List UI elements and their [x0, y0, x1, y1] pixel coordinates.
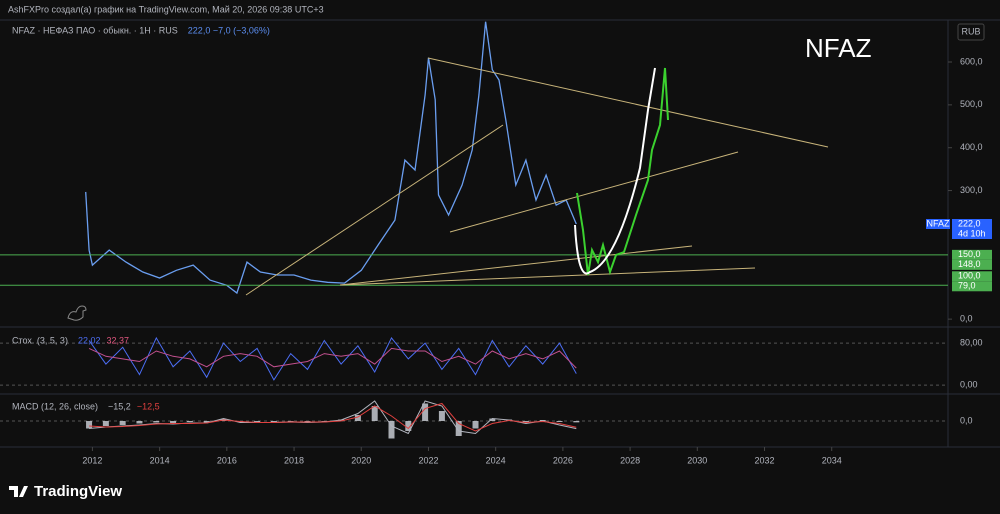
histogram-bar [153, 421, 160, 423]
histogram-bar [354, 415, 361, 421]
histogram-bar [203, 421, 210, 423]
histogram-bar [186, 421, 193, 422]
price-label-text: 79,0 [958, 281, 976, 291]
price-label-sub: 4d 10h [958, 228, 986, 238]
x-tick-label: 2034 [822, 455, 842, 465]
symbol-tag [926, 219, 950, 229]
histogram-bar [287, 421, 294, 422]
x-tick-label: 2020 [351, 455, 371, 465]
y-tick-label: 500,0 [960, 99, 983, 109]
y-tick-label: 400,0 [960, 142, 983, 152]
histogram-bar [556, 421, 563, 422]
legend: MACD (12, 26, close) [12, 401, 98, 411]
price-label [952, 271, 992, 282]
price-label-text: 222,0 [958, 218, 981, 228]
x-tick-label: 2022 [418, 455, 438, 465]
y-tick-label: 0,00 [960, 380, 978, 390]
y-tick-label: 80,00 [960, 338, 983, 348]
histogram-bar [455, 421, 462, 436]
legend: Стох. (3, 5, 3) [12, 335, 68, 345]
legend-value: 22,02 [78, 335, 101, 345]
y-tick-label: 0,0 [960, 415, 973, 425]
logo-mark [9, 486, 28, 497]
icon [67, 305, 87, 321]
x-tick-label: 2018 [284, 455, 304, 465]
y-tick-label: 600,0 [960, 56, 983, 66]
histogram-bar [472, 421, 479, 429]
histogram-bar [489, 418, 496, 421]
x-tick-label: 2026 [553, 455, 573, 465]
histogram-bar [371, 406, 378, 421]
y-tick-label: 300,0 [960, 185, 983, 195]
x-tick-label: 2012 [82, 455, 102, 465]
x-tick-label: 2014 [150, 455, 170, 465]
x-tick-label: 2028 [620, 455, 640, 465]
price-label [952, 219, 992, 239]
legend: NFAZ · НЕФАЗ ПАО · обыкн. · 1Н · RUS [12, 25, 178, 35]
symbol-tag-text: NFAZ [926, 218, 950, 228]
legend-value: −15,2 [108, 401, 131, 411]
price-label [952, 281, 992, 292]
white-projection [574, 67, 656, 275]
trend-line [339, 267, 756, 286]
x-tick-label: 2032 [755, 455, 775, 465]
price-label [952, 249, 992, 260]
drawings [245, 57, 829, 296]
price-label-text: 150,0 [958, 249, 981, 259]
logo: TradingView [9, 483, 122, 500]
histogram-bar [254, 421, 261, 423]
trend-line [449, 151, 739, 233]
trend-line [339, 245, 693, 286]
histogram-bar [422, 403, 429, 421]
price-label-text: 100,0 [958, 271, 981, 281]
histogram-bar [321, 421, 328, 422]
green-projection [576, 67, 669, 276]
histogram-bar [102, 421, 109, 426]
histogram-bar [405, 421, 412, 431]
histogram-bar [388, 421, 395, 439]
caption: AshFXPro создал(а) график на TradingView… [8, 4, 324, 14]
x-tick-label: 2016 [217, 455, 237, 465]
histogram-bar [119, 421, 126, 425]
series-line [88, 336, 577, 381]
legend-value: −12,5 [137, 401, 160, 411]
price-label-text: 148,0 [958, 259, 981, 269]
brand: TradingView [34, 483, 122, 500]
trend-line [427, 57, 829, 148]
legend-value: 222,0 −7,0 (−3,06%) [188, 25, 270, 35]
dino-icon [67, 305, 87, 321]
histogram-bar [438, 411, 445, 421]
trend-line [245, 124, 504, 296]
price-label [952, 259, 992, 270]
pane-borders [0, 19, 1000, 448]
y-tick-label: 0,0 [960, 314, 973, 324]
plot: 0,0 300,0 400,0 500,0 600,0 NFAZ · НЕФАЗ ПАО … [0, 21, 992, 465]
x-tick-label: 2024 [486, 455, 506, 465]
histogram-bar [136, 421, 143, 424]
x-tick-label: 2030 [687, 455, 707, 465]
series-line [89, 402, 577, 432]
histogram-bar [170, 421, 177, 423]
histogram-bar [522, 421, 529, 423]
legend-value: 32,37 [106, 335, 129, 345]
watermark: NFAZ [805, 33, 872, 63]
histogram-bar [270, 421, 277, 422]
histogram-bar [86, 421, 93, 429]
currency: RUB [961, 26, 980, 36]
histogram-bar [573, 421, 580, 423]
currency-box [957, 23, 985, 41]
series-line [85, 21, 577, 295]
series-line [88, 347, 577, 369]
